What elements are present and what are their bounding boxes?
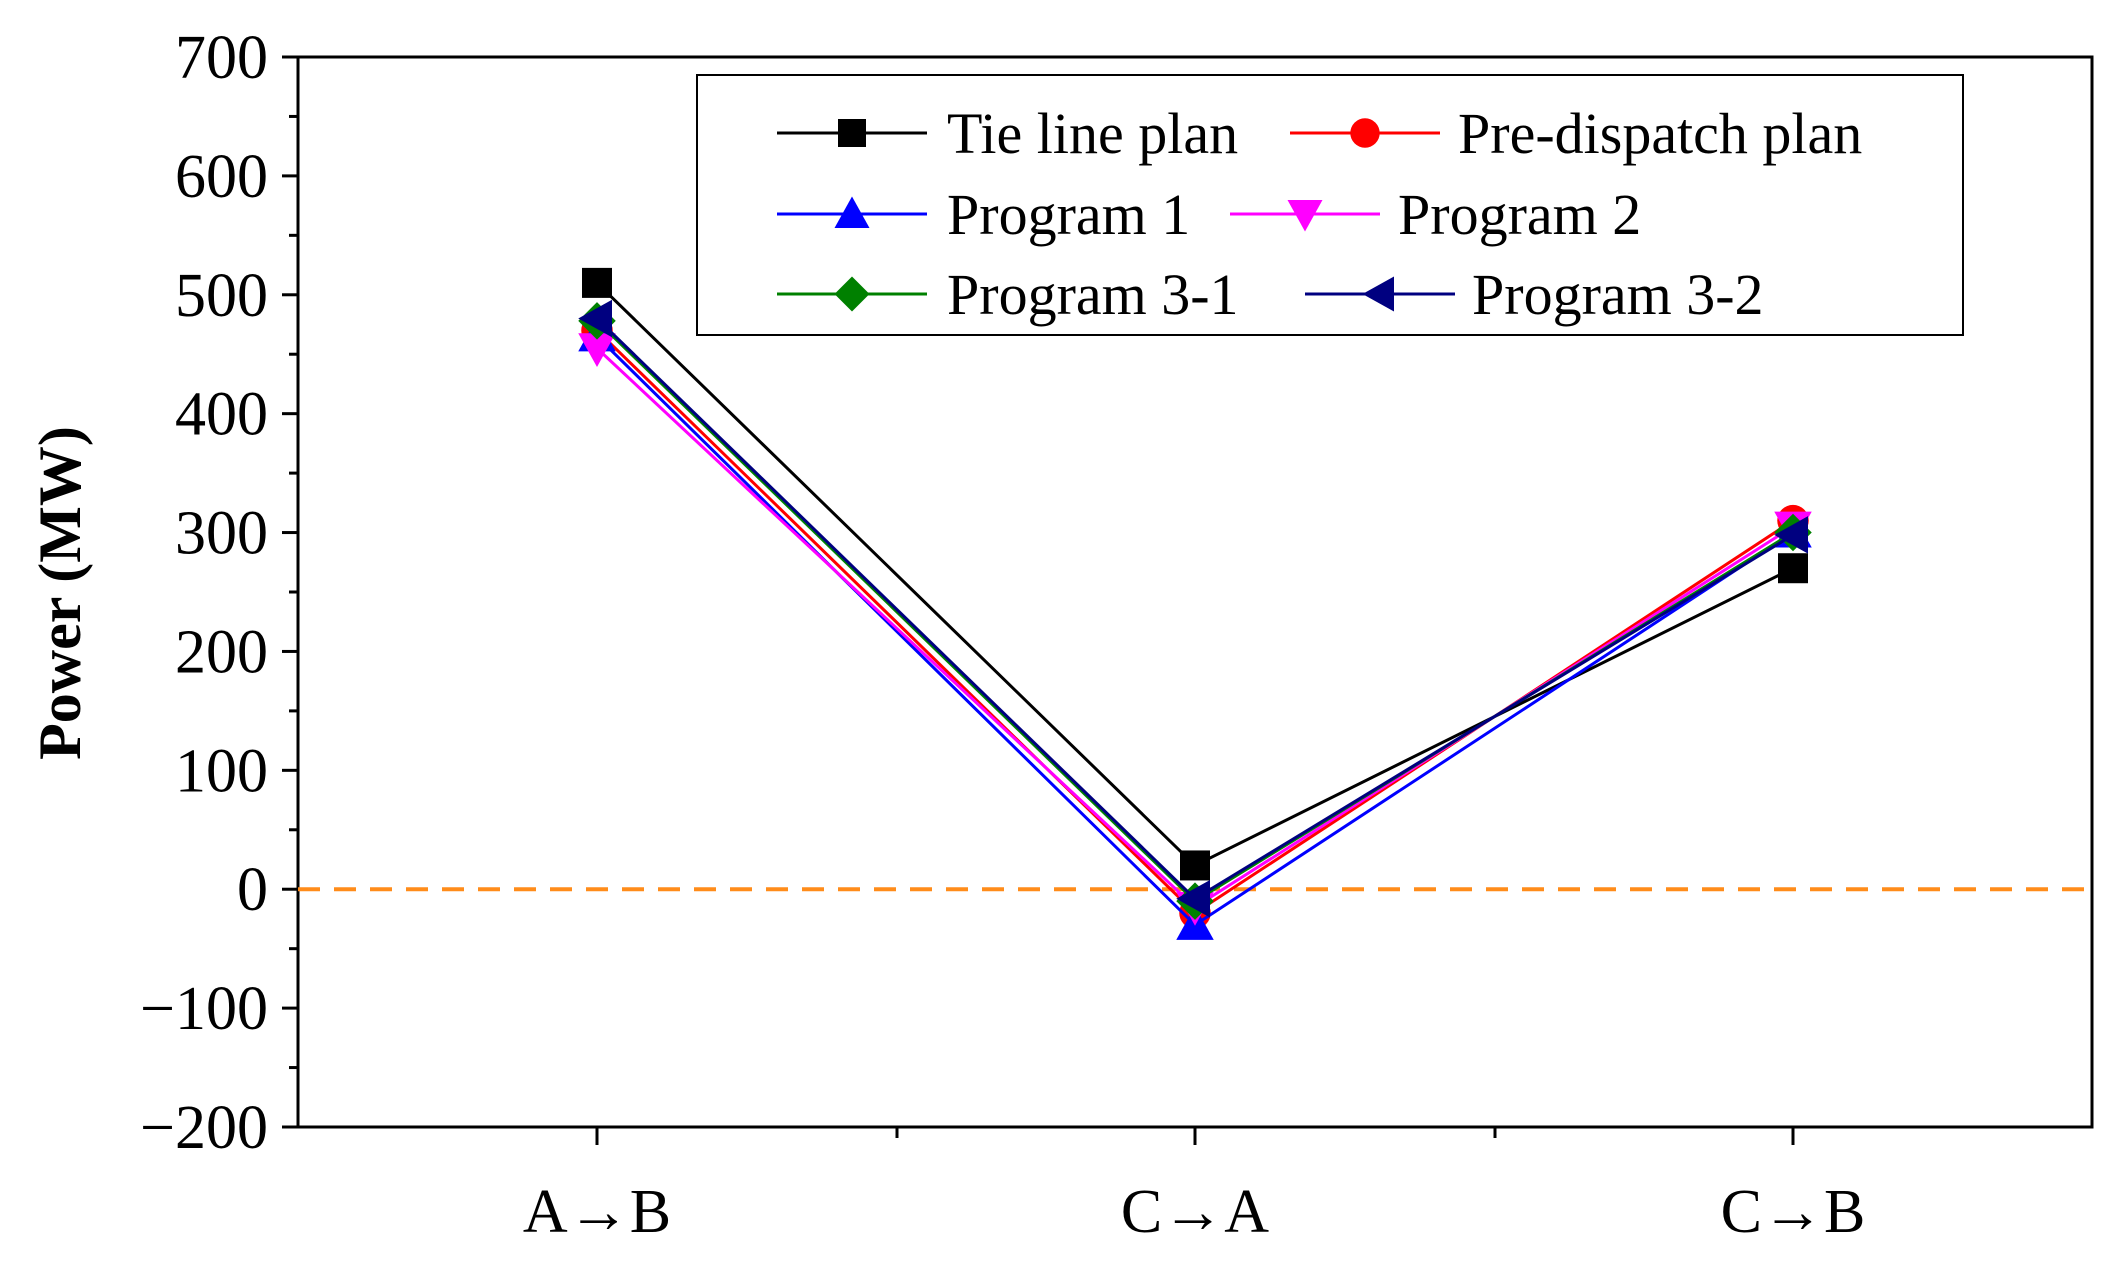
legend-item: Program 1: [777, 182, 1190, 247]
legend-item: Pre-dispatch plan: [1290, 101, 1862, 166]
x-tick-label: C→A: [1121, 1178, 1269, 1246]
legend-label: Program 2: [1398, 182, 1641, 247]
data-point: [1180, 850, 1210, 881]
y-tick-label: 300: [175, 500, 268, 568]
y-axis-label: Power (MW): [27, 426, 93, 760]
y-tick-label: −100: [140, 975, 268, 1043]
series-line: [595, 329, 1794, 915]
legend-label: Pre-dispatch plan: [1458, 101, 1862, 166]
data-point: [1176, 879, 1210, 918]
series-line: [595, 319, 1794, 904]
legend-marker: [834, 276, 870, 312]
x-tick-label: A→B: [523, 1178, 671, 1246]
series-layer: [578, 267, 1812, 940]
legend: Tie line plan Pre-dispatch plan Program 1 P…: [696, 74, 1964, 336]
data-point: [578, 299, 612, 338]
legend-item: Program 3-2: [1305, 262, 1764, 327]
data-point: [582, 267, 612, 298]
legend-label: Program 3-1: [947, 262, 1239, 327]
legend-marker: [834, 196, 870, 228]
y-tick-label: 600: [175, 143, 268, 211]
y-axis: −200 −100 0 100 200 300 400 500 600 700: [140, 24, 298, 1162]
legend-marker: [1350, 118, 1380, 148]
data-point: [1774, 516, 1808, 554]
legend-item: Tie line plan: [777, 101, 1238, 166]
legend-item: Program 3-1: [777, 262, 1239, 327]
series-line: [595, 281, 1794, 868]
y-tick-label: −200: [140, 1094, 268, 1162]
series-program-3-1: [578, 302, 1812, 920]
series-program-3-2: [578, 299, 1808, 918]
y-tick-label: 700: [175, 24, 268, 92]
legend-label: Program 3-2: [1472, 262, 1764, 327]
legend-frame: [696, 74, 1964, 336]
legend-marker: [1362, 276, 1394, 312]
data-point: [578, 333, 616, 368]
x-axis: A→B C→A C→B: [523, 1127, 1865, 1246]
series-line: [595, 317, 1794, 901]
legend-marker: [838, 119, 866, 147]
legend-label: Program 1: [947, 182, 1190, 247]
y-tick-label: 0: [237, 856, 268, 924]
series-line: [595, 335, 1794, 927]
y-tick-label: 100: [175, 737, 268, 805]
legend-marker: [1287, 200, 1323, 232]
y-tick-label: 200: [175, 618, 268, 686]
data-point: [1778, 553, 1808, 584]
legend-label: Tie line plan: [947, 101, 1238, 166]
series-pre-dispatch-plan: [581, 314, 1809, 929]
y-tick-label: 500: [175, 262, 268, 330]
series-tie-line-plan: [582, 267, 1808, 881]
x-tick-label: C→B: [1721, 1178, 1866, 1246]
y-tick-label: 400: [175, 381, 268, 449]
series-line: [595, 347, 1794, 909]
legend-item: Program 2: [1230, 182, 1641, 247]
